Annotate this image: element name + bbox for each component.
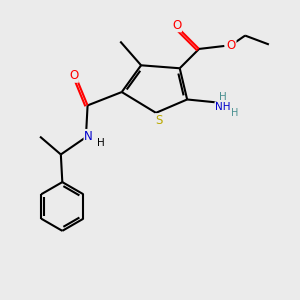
Text: H: H xyxy=(219,92,227,101)
Text: O: O xyxy=(172,19,182,32)
Text: NH: NH xyxy=(215,102,231,112)
Text: S: S xyxy=(155,114,163,127)
Text: H: H xyxy=(97,138,105,148)
Text: H: H xyxy=(231,108,238,118)
Text: N: N xyxy=(84,130,93,142)
Text: O: O xyxy=(69,69,78,82)
Text: O: O xyxy=(227,40,236,52)
